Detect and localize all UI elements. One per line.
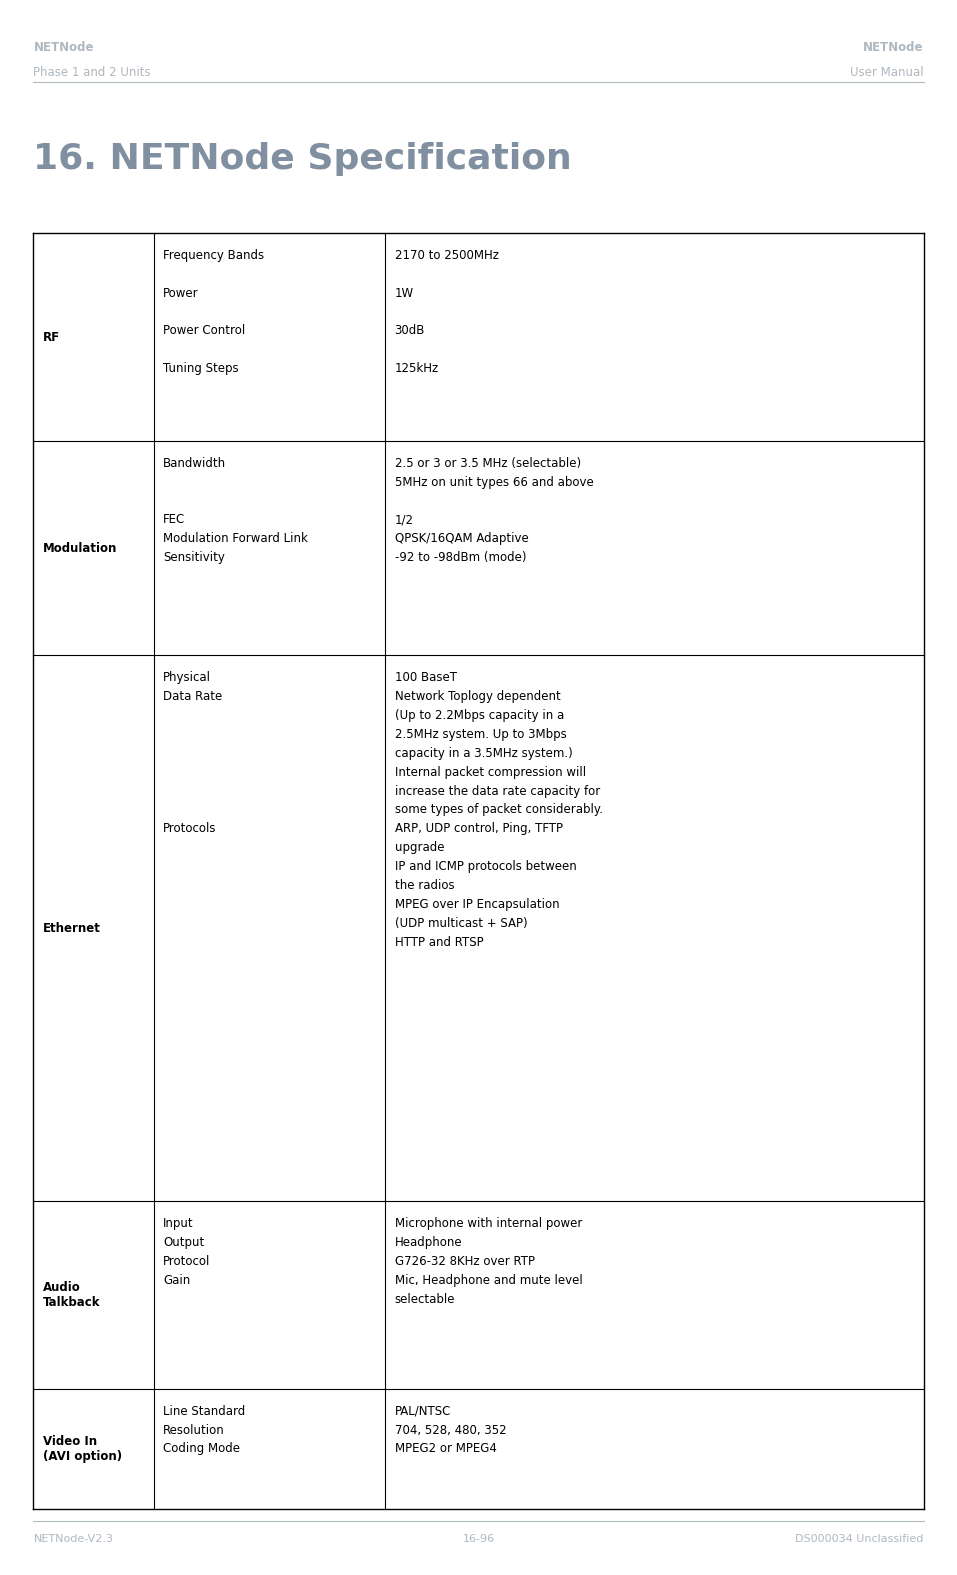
Text: FEC: FEC bbox=[164, 513, 186, 526]
Text: (Up to 2.2Mbps capacity in a: (Up to 2.2Mbps capacity in a bbox=[394, 709, 564, 721]
Text: Mic, Headphone and mute level: Mic, Headphone and mute level bbox=[394, 1274, 583, 1287]
Text: Ethernet: Ethernet bbox=[43, 921, 100, 936]
Text: Frequency Bands: Frequency Bands bbox=[164, 249, 264, 261]
Text: NETNode: NETNode bbox=[33, 41, 94, 54]
Text: Network Toplogy dependent: Network Toplogy dependent bbox=[394, 690, 561, 702]
Text: MPEG over IP Encapsulation: MPEG over IP Encapsulation bbox=[394, 898, 559, 910]
Text: some types of packet considerably.: some types of packet considerably. bbox=[394, 803, 603, 816]
Text: Power Control: Power Control bbox=[164, 324, 245, 337]
Text: User Manual: User Manual bbox=[850, 66, 924, 79]
Text: DS000034 Unclassified: DS000034 Unclassified bbox=[795, 1534, 924, 1544]
Text: Tuning Steps: Tuning Steps bbox=[164, 362, 239, 375]
Text: Protocol: Protocol bbox=[164, 1255, 211, 1268]
Text: Physical: Physical bbox=[164, 671, 211, 684]
Text: NETNode-V2.3: NETNode-V2.3 bbox=[33, 1534, 114, 1544]
Text: 16-96: 16-96 bbox=[462, 1534, 495, 1544]
Text: QPSK/16QAM Adaptive: QPSK/16QAM Adaptive bbox=[394, 532, 528, 545]
Text: ARP, UDP control, Ping, TFTP: ARP, UDP control, Ping, TFTP bbox=[394, 822, 563, 835]
Text: upgrade: upgrade bbox=[394, 841, 444, 854]
Text: 125kHz: 125kHz bbox=[394, 362, 439, 375]
Text: HTTP and RTSP: HTTP and RTSP bbox=[394, 936, 483, 948]
Text: Modulation: Modulation bbox=[43, 542, 118, 554]
Text: -92 to -98dBm (mode): -92 to -98dBm (mode) bbox=[394, 551, 526, 564]
Text: 1W: 1W bbox=[394, 287, 413, 299]
Text: Bandwidth: Bandwidth bbox=[164, 457, 227, 469]
Text: increase the data rate capacity for: increase the data rate capacity for bbox=[394, 784, 600, 797]
Text: Power: Power bbox=[164, 287, 199, 299]
Text: Input: Input bbox=[164, 1217, 194, 1230]
Text: Modulation Forward Link: Modulation Forward Link bbox=[164, 532, 308, 545]
Text: capacity in a 3.5MHz system.): capacity in a 3.5MHz system.) bbox=[394, 747, 572, 759]
Text: G726-32 8KHz over RTP: G726-32 8KHz over RTP bbox=[394, 1255, 535, 1268]
Text: Protocols: Protocols bbox=[164, 822, 216, 835]
Text: the radios: the radios bbox=[394, 879, 455, 891]
Text: selectable: selectable bbox=[394, 1293, 456, 1306]
Text: 2170 to 2500MHz: 2170 to 2500MHz bbox=[394, 249, 499, 261]
Text: IP and ICMP protocols between: IP and ICMP protocols between bbox=[394, 860, 576, 873]
Text: (UDP multicast + SAP): (UDP multicast + SAP) bbox=[394, 917, 527, 929]
Text: 2.5MHz system. Up to 3Mbps: 2.5MHz system. Up to 3Mbps bbox=[394, 728, 567, 740]
Text: Coding Mode: Coding Mode bbox=[164, 1443, 240, 1455]
Text: Phase 1 and 2 Units: Phase 1 and 2 Units bbox=[33, 66, 151, 79]
Text: Video In
(AVI option): Video In (AVI option) bbox=[43, 1435, 122, 1463]
Text: RF: RF bbox=[43, 331, 60, 343]
Text: 16. NETNode Specification: 16. NETNode Specification bbox=[33, 142, 572, 176]
Text: Sensitivity: Sensitivity bbox=[164, 551, 225, 564]
Text: Resolution: Resolution bbox=[164, 1424, 225, 1436]
Text: 30dB: 30dB bbox=[394, 324, 425, 337]
Text: 1/2: 1/2 bbox=[394, 513, 413, 526]
Text: PAL/NTSC: PAL/NTSC bbox=[394, 1405, 451, 1418]
Text: NETNode: NETNode bbox=[863, 41, 924, 54]
Text: 100 BaseT: 100 BaseT bbox=[394, 671, 456, 684]
Text: Gain: Gain bbox=[164, 1274, 190, 1287]
Text: 5MHz on unit types 66 and above: 5MHz on unit types 66 and above bbox=[394, 476, 593, 488]
Text: 704, 528, 480, 352: 704, 528, 480, 352 bbox=[394, 1424, 506, 1436]
Text: Internal packet compression will: Internal packet compression will bbox=[394, 765, 586, 778]
Text: Microphone with internal power: Microphone with internal power bbox=[394, 1217, 582, 1230]
Text: Headphone: Headphone bbox=[394, 1236, 462, 1249]
Text: Audio
Talkback: Audio Talkback bbox=[43, 1280, 100, 1309]
Text: Line Standard: Line Standard bbox=[164, 1405, 245, 1418]
Text: MPEG2 or MPEG4: MPEG2 or MPEG4 bbox=[394, 1443, 497, 1455]
Text: 2.5 or 3 or 3.5 MHz (selectable): 2.5 or 3 or 3.5 MHz (selectable) bbox=[394, 457, 581, 469]
Text: Output: Output bbox=[164, 1236, 205, 1249]
Text: Data Rate: Data Rate bbox=[164, 690, 222, 702]
